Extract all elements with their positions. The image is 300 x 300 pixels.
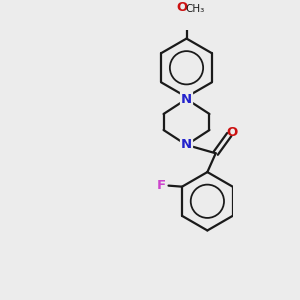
Text: O: O [176,1,188,13]
Text: N: N [181,138,192,152]
Text: F: F [157,179,166,192]
Text: CH₃: CH₃ [186,4,205,14]
Text: O: O [227,126,238,139]
Text: N: N [181,93,192,106]
